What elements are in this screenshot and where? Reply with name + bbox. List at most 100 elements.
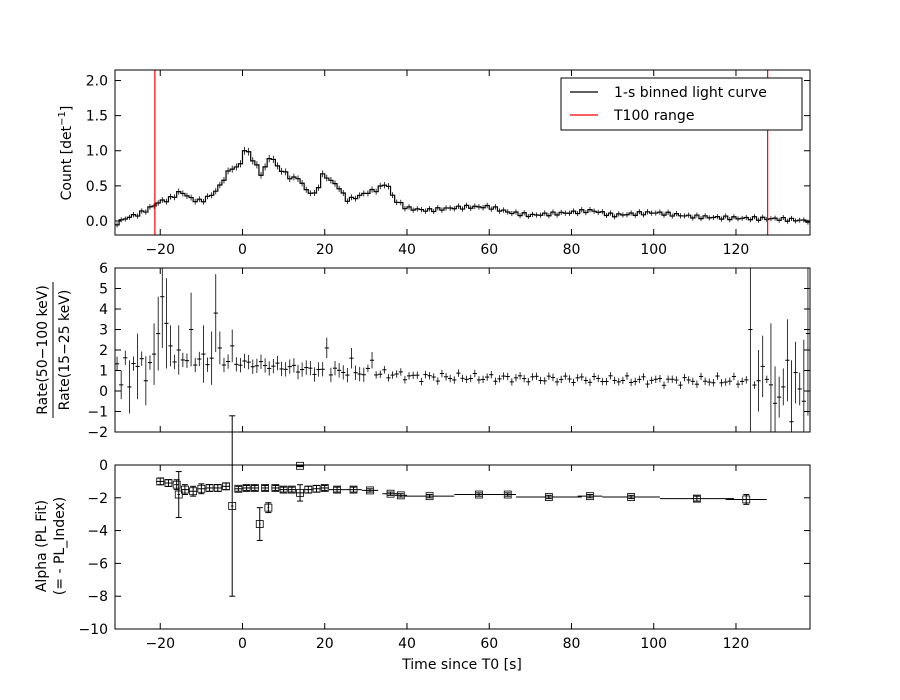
x-tick-label: 120 — [723, 242, 750, 258]
alpha-point — [164, 479, 173, 487]
alpha-point — [475, 490, 483, 499]
y-tick-label: −2 — [87, 425, 108, 441]
alpha-point — [264, 503, 273, 512]
y-tick-label: 0 — [99, 458, 108, 474]
alpha-plot-area — [156, 415, 767, 597]
y-tick-label: 3 — [99, 323, 108, 339]
alpha-point — [366, 486, 374, 495]
y-axis-label-denominator: Rate(15−25 keV) — [57, 290, 73, 411]
x-tick-label: 40 — [398, 242, 416, 258]
alpha-point — [304, 485, 313, 494]
x-tick-label: 40 — [398, 636, 416, 652]
x-tick-label: −20 — [145, 242, 175, 258]
legend-label-light-curve: 1-s binned light curve — [614, 85, 767, 101]
alpha-point — [544, 493, 553, 501]
light-curve-line — [115, 150, 810, 226]
y-axis-label-alpha-line1: Alpha (PL Fit) — [34, 500, 50, 592]
alpha-point — [197, 484, 206, 493]
alpha-point — [742, 495, 751, 504]
panel-light-curve: −20 0 20 40 60 80 100 120 0.0 0.5 1.0 1.5 2.0 1-s bi… — [57, 69, 811, 258]
alpha-point — [296, 488, 304, 497]
panel-hardness-ratio: −2 −1 0 1 2 3 4 5 6 Rate(50−100 keV) Rate(15−25 … — [35, 261, 811, 441]
x-tick-label: 0 — [238, 636, 247, 652]
y-tick-label: 5 — [99, 282, 108, 298]
y-tick-label: −1 — [87, 405, 108, 421]
alpha-frame — [114, 464, 811, 630]
y-tick-label: −10 — [78, 622, 108, 638]
legend: 1-s binned light curve T100 range — [560, 77, 803, 131]
alpha-point — [222, 482, 230, 491]
y-tick-label: 4 — [99, 302, 108, 318]
y-axis-label-count-main: Count [det — [59, 125, 75, 200]
hardness-ratio-plot-area — [114, 268, 811, 432]
y-tick-label: 2 — [99, 343, 108, 359]
alpha-point — [255, 520, 264, 528]
y-tick-label: 0 — [99, 384, 108, 400]
alpha-point — [213, 484, 222, 492]
alpha-ticks: −20 0 20 40 60 80 100 120−10−8−6−4−20 — [78, 458, 810, 652]
alpha-point — [627, 493, 636, 501]
alpha-point — [396, 491, 405, 500]
alpha-point — [503, 490, 512, 499]
alpha-point — [333, 485, 341, 494]
alpha-point — [156, 477, 165, 486]
x-tick-label: 0 — [238, 242, 247, 258]
alpha-point — [261, 484, 270, 492]
alpha-point — [287, 485, 296, 494]
alpha-point — [425, 492, 434, 501]
light-curve-frame — [114, 69, 811, 236]
y-axis-label-numerator: Rate(50−100 keV) — [35, 285, 51, 415]
y-tick-label: −6 — [87, 556, 108, 572]
y-tick-label: 6 — [99, 261, 108, 277]
alpha-point — [279, 485, 288, 494]
legend-box — [560, 77, 803, 131]
y-tick-label: 1 — [99, 364, 108, 380]
panel-alpha: −20 0 20 40 60 80 100 120−10−8−6−4−20 Alpha (PL… — [34, 415, 811, 673]
alpha-point — [296, 461, 304, 470]
y-axis-label-alpha-line2: (= - PL_Index) — [52, 497, 68, 595]
y-tick-label: −4 — [87, 524, 108, 540]
x-tick-label: 100 — [640, 242, 667, 258]
alpha-point — [242, 484, 251, 492]
y-tick-label: 1.0 — [86, 144, 108, 160]
alpha-point — [205, 484, 214, 492]
x-tick-label: 20 — [316, 636, 334, 652]
x-tick-label: 100 — [640, 636, 667, 652]
alpha-point — [234, 484, 243, 493]
alpha-point — [228, 502, 237, 510]
alpha-point — [586, 492, 594, 501]
x-tick-label: 120 — [723, 636, 750, 652]
y-axis-label-count-close: ] — [59, 106, 75, 111]
y-tick-label: −2 — [87, 491, 108, 507]
y-tick-label: 1.5 — [86, 109, 108, 125]
y-axis-label-count: Count [det−1] — [57, 106, 75, 201]
y-axis-label-count-sup: −1 — [57, 111, 68, 126]
x-tick-label: −20 — [145, 636, 175, 652]
alpha-point — [320, 484, 329, 492]
y-tick-label: 0.0 — [86, 214, 108, 230]
x-tick-label: 60 — [480, 636, 498, 652]
alpha-point — [271, 484, 280, 492]
light-curve-ticks: −20 0 20 40 60 80 100 120 0.0 0.5 1.0 1.5 2.0 — [86, 70, 810, 258]
x-tick-label: 80 — [563, 636, 581, 652]
alpha-point — [693, 494, 701, 503]
hardness-ratio-frame — [114, 267, 811, 433]
x-tick-label: 60 — [480, 242, 498, 258]
y-tick-label: −8 — [87, 589, 108, 605]
x-tick-label: 80 — [563, 242, 581, 258]
hardness-ratio-ticks: −2 −1 0 1 2 3 4 5 6 — [87, 261, 810, 441]
y-tick-label: 0.5 — [86, 179, 108, 195]
alpha-point — [349, 485, 358, 494]
y-axis-label-hardness: Rate(50−100 keV) Rate(15−25 keV) — [35, 282, 73, 418]
alpha-point — [250, 484, 259, 492]
x-tick-label: 20 — [316, 242, 334, 258]
alpha-point — [386, 489, 395, 498]
light-curve-plot-area — [115, 146, 810, 228]
y-tick-label: 2.0 — [86, 74, 108, 90]
x-axis-label: Time since T0 [s] — [401, 657, 522, 673]
alpha-point — [312, 484, 321, 493]
alpha-point — [181, 485, 189, 494]
legend-label-t100: T100 range — [613, 108, 694, 124]
alpha-point — [172, 480, 181, 489]
